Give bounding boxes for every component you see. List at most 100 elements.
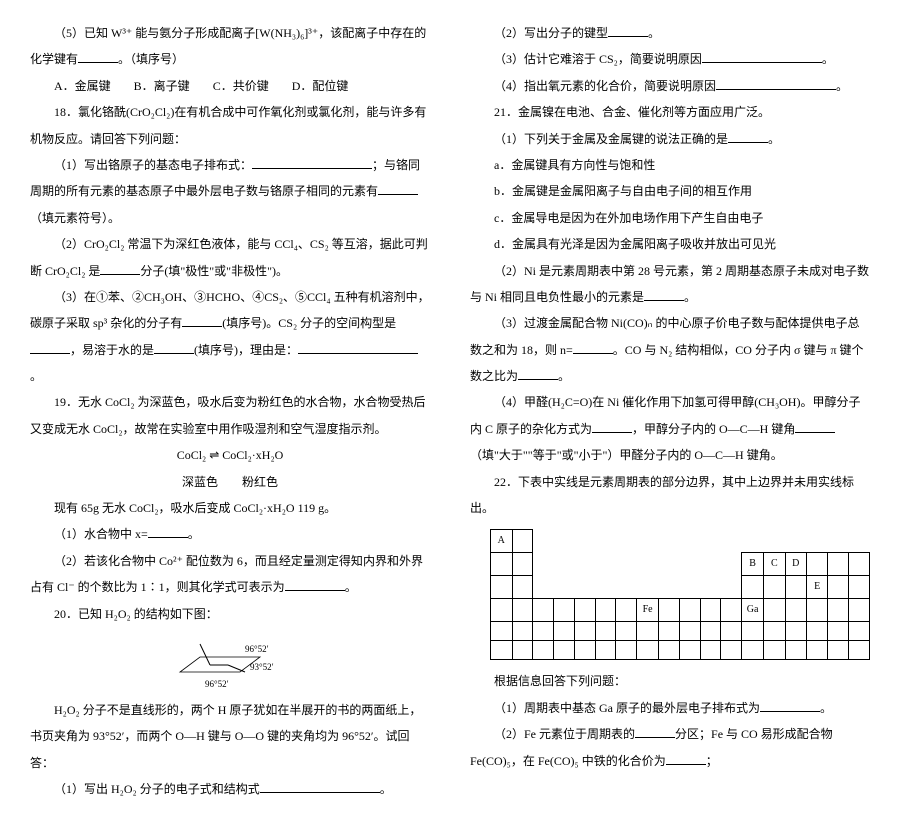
q22-after: 根据信息回答下列问题：: [470, 668, 870, 694]
h2o2-diagram: 96°52′ 93°52′ 96°52′: [150, 632, 310, 692]
q20-3: （3）估计它难溶于 CS₂，简要说明原因 。: [470, 46, 870, 72]
q19-data: 现有 65g 无水 CoCl₂，吸水后变成 CoCl₂·xH₂O 119 g。: [30, 495, 430, 521]
q18-1a: （1）写出铬原子的基态电子排布式：: [54, 158, 252, 172]
q19-1: （1）水合物中 x= 。: [30, 521, 430, 547]
blank: [285, 578, 345, 591]
q18: 18．氯化铬酰(CrO₂Cl₂)在有机合成中可作氧化剂或氯化剂，能与许多有机物反…: [30, 99, 430, 152]
opt-a: A．金属键: [54, 79, 111, 93]
q22-2: （2）Fe 元素位于周期表的分区；Fe 与 CO 易形成配合物 Fe(CO)₅，…: [470, 721, 870, 774]
q22-2c: ；: [706, 754, 718, 768]
angle-label-3: 96°52′: [205, 679, 229, 689]
q20-1a: （1）写出 H₂O₂ 分子的电子式和结构式: [54, 782, 260, 796]
q21-2: （2）Ni 是元素周期表中第 28 号元素，第 2 周期基态原子未成对电子数与 …: [470, 258, 870, 311]
q20-2b: 。: [648, 26, 660, 40]
blank: [716, 77, 836, 90]
q20-4a: （4）指出氧元素的化合价，简要说明原因: [494, 79, 716, 93]
q17-5: （5）已知 W³⁺ 能与氨分子形成配离子[W(NH₃)₆]³⁺，该配离子中存在的…: [30, 20, 430, 73]
q21-4: （4）甲醛(H₂C=O)在 Ni 催化作用下加氢可得甲醇(CH₃OH)。甲醇分子…: [470, 389, 870, 468]
q18-3c: ，易溶于水的是: [70, 343, 154, 357]
q21-3c: 。: [558, 369, 570, 383]
q20: 20．已知 H₂O₂ 的结构如下图：: [30, 601, 430, 627]
blank: [728, 130, 768, 143]
q18-3d: (填序号)，理由是：: [194, 343, 298, 357]
blank: [666, 752, 706, 765]
blank: [644, 288, 684, 301]
q21-a: a．金属键具有方向性与饱和性: [470, 152, 870, 178]
q21-2b: 。: [684, 290, 696, 304]
cell-B: B: [742, 553, 764, 576]
q20-2a: （2）写出分子的键型: [494, 26, 608, 40]
q19-eq: CoCl₂ ⇌ CoCl₂·xH₂O: [30, 442, 430, 468]
q20-3b: 。: [822, 52, 834, 66]
cell-E: E: [807, 576, 828, 599]
cell-D: D: [785, 553, 807, 576]
q21: 21．金属镍在电池、合金、催化剂等方面应用广泛。: [470, 99, 870, 125]
q17-5-tail: 。（填序号）: [118, 52, 184, 66]
q19-color: 深蓝色 粉红色: [30, 469, 430, 495]
q20-4: （4）指出氧元素的化合价，简要说明原因 。: [470, 73, 870, 99]
q18-1c: （填元素符号）。: [30, 211, 120, 225]
blank: [148, 525, 188, 538]
cell-Ga: Ga: [742, 599, 764, 622]
q21-4b: ，甲醇分子内的 O—C—H 键角: [632, 422, 795, 436]
q21-d: d．金属具有光泽是因为金属阳离子吸收并放出可见光: [470, 231, 870, 257]
q20-3a: （3）估计它难溶于 CS₂，简要说明原因: [494, 52, 702, 66]
blank: [260, 780, 380, 793]
q19-2a: （2）若该化合物中 Co²⁺ 配位数为 6，而且经定量测定得知内界和外界占有 C…: [30, 554, 423, 594]
q18-2b: 分子(填"极性"或"非极性")。: [140, 264, 288, 278]
angle-label-2: 93°52′: [250, 662, 274, 672]
q21-3: （3）过渡金属配合物 Ni(CO)ₙ 的中心原子价电子数与配体提供电子总数之和为…: [470, 310, 870, 389]
q19-1b: 。: [188, 527, 200, 541]
opt-d: D．配位键: [292, 79, 349, 93]
blank: [608, 24, 648, 37]
q17-options: A．金属键 B．离子键 C．共价键 D．配位键: [30, 73, 430, 99]
q19-2: （2）若该化合物中 Co²⁺ 配位数为 6，而且经定量测定得知内界和外界占有 C…: [30, 548, 430, 601]
blank: [635, 725, 675, 738]
q20-1b: 。: [380, 782, 392, 796]
q18-2: （2）CrO₂Cl₂ 常温下为深红色液体，能与 CCl₄、CS₂ 等互溶，据此可…: [30, 231, 430, 284]
q22-1: （1）周期表中基态 Ga 原子的最外层电子排布式为 。: [470, 695, 870, 721]
blank: [702, 50, 822, 63]
cell-A: A: [491, 530, 513, 553]
q20-4b: 。: [836, 79, 848, 93]
q21-b: b．金属键是金属阳离子与自由电子间的相互作用: [470, 178, 870, 204]
blank: [252, 156, 372, 169]
q21-1a: （1）下列关于金属及金属键的说法正确的是: [494, 132, 728, 146]
q19-2b: 。: [345, 580, 357, 594]
q20-desc: H₂O₂ 分子不是直线形的，两个 H 原子犹如在半展开的书的两面纸上，书页夹角为…: [30, 697, 430, 776]
q21-c: c．金属导电是因为在外加电场作用下产生自由电子: [470, 205, 870, 231]
q18-3b: (填序号)。CS₂ 分子的空间构型是: [222, 316, 396, 330]
q22-2a: （2）Fe 元素位于周期表的: [494, 727, 635, 741]
blank: [78, 50, 118, 63]
right-column: （2）写出分子的键型。 （3）估计它难溶于 CS₂，简要说明原因。 （4）指出氧…: [470, 20, 870, 803]
q19-1a: （1）水合物中 x=: [54, 527, 148, 541]
blank: [154, 341, 194, 354]
q22-1a: （1）周期表中基态 Ga 原子的最外层电子排布式为: [494, 701, 760, 715]
opt-c: C．共价键: [213, 79, 269, 93]
opt-b: B．离子键: [134, 79, 190, 93]
blank: [100, 262, 140, 275]
blank: [182, 314, 222, 327]
q21-1b: 。: [768, 132, 780, 146]
q21-4c: （填"大于""等于"或"小于"）甲醛分子内的 O—C—H 键角。: [470, 448, 783, 462]
angle-label-1: 96°52′: [245, 644, 269, 654]
left-column: （5）已知 W³⁺ 能与氨分子形成配离子[W(NH₃)₆]³⁺，该配离子中存在的…: [30, 20, 430, 803]
blank: [518, 367, 558, 380]
q20-2: （2）写出分子的键型 。: [470, 20, 870, 46]
q19: 19．无水 CoCl₂ 为深蓝色，吸水后变为粉红色的水合物，水合物受热后又变成无…: [30, 389, 430, 442]
periodic-table-diagram: A B C D E Fe: [490, 529, 870, 660]
blank: [795, 420, 835, 433]
q18-3: （3）在①苯、②CH₃OH、③HCHO、④CS₂、⑤CCl₄ 五种有机溶剂中，碳…: [30, 284, 430, 390]
blank: [298, 341, 418, 354]
blank: [30, 341, 70, 354]
q21-1: （1）下列关于金属及金属键的说法正确的是 。: [470, 126, 870, 152]
blank: [592, 420, 632, 433]
q22: 22．下表中实线是元素周期表的部分边界，其中上边界并未用实线标出。: [470, 469, 870, 522]
q18-3e: 。: [30, 369, 42, 383]
q18-1: （1）写出铬原子的基态电子排布式：；与铬同周期的所有元素的基态原子中最外层电子数…: [30, 152, 430, 231]
cell-C: C: [764, 553, 785, 576]
blank: [760, 699, 820, 712]
q22-1b: 。: [820, 701, 832, 715]
cell-Fe: Fe: [637, 599, 659, 622]
blank: [573, 341, 613, 354]
